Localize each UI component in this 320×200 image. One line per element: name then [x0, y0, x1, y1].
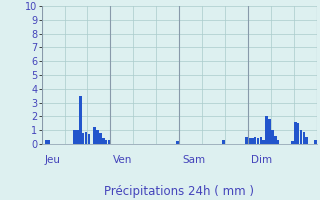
Bar — [251, 138, 253, 144]
Bar — [88, 134, 90, 144]
Text: Sam: Sam — [182, 155, 205, 165]
Bar — [47, 140, 50, 144]
Bar — [265, 116, 268, 144]
Bar — [303, 132, 305, 144]
Text: Jeu: Jeu — [44, 155, 60, 165]
Bar — [294, 122, 297, 144]
Bar — [248, 138, 251, 144]
Text: Précipitations 24h ( mm ): Précipitations 24h ( mm ) — [104, 185, 254, 198]
Text: Ven: Ven — [113, 155, 132, 165]
Bar — [44, 140, 47, 144]
Bar — [291, 141, 294, 144]
Bar — [271, 130, 274, 144]
Bar — [262, 140, 265, 144]
Bar — [277, 140, 279, 144]
Bar — [96, 130, 99, 144]
Bar — [176, 141, 179, 144]
Bar — [102, 138, 105, 144]
Bar — [82, 133, 84, 144]
Bar — [73, 130, 76, 144]
Bar — [105, 140, 108, 144]
Bar — [306, 137, 308, 144]
Bar — [85, 132, 87, 144]
Bar — [274, 136, 276, 144]
Bar — [257, 138, 259, 144]
Bar — [93, 127, 96, 144]
Bar — [297, 123, 300, 144]
Bar — [260, 137, 262, 144]
Bar — [314, 140, 317, 144]
Bar — [79, 96, 82, 144]
Bar — [245, 137, 248, 144]
Bar — [108, 140, 110, 144]
Bar — [76, 130, 79, 144]
Bar — [268, 119, 271, 144]
Bar — [254, 137, 256, 144]
Text: Dim: Dim — [251, 155, 272, 165]
Bar — [222, 140, 225, 144]
Bar — [99, 133, 102, 144]
Bar — [300, 130, 302, 144]
